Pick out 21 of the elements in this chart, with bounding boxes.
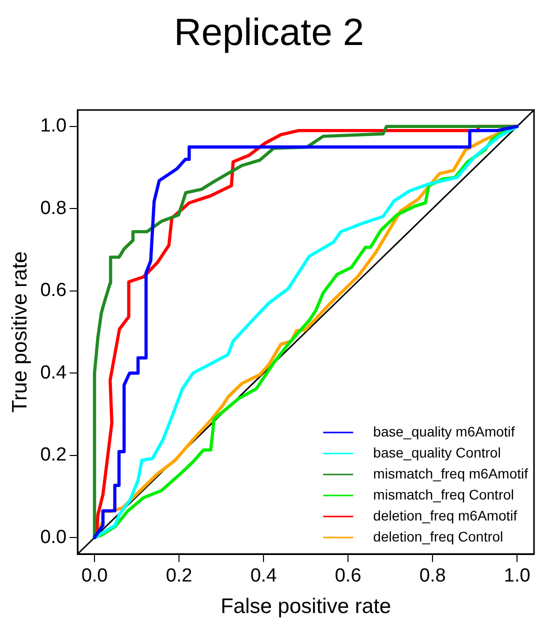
y-tick-label: 1.0 [40, 116, 67, 137]
legend-label: mismatch_freq Control [373, 486, 514, 502]
legend-label: base_quality m6Amotif [373, 423, 515, 440]
x-tick-label: 0.2 [166, 566, 192, 587]
y-tick-label: 0.4 [40, 362, 68, 384]
x-tick-label: 0.6 [334, 566, 362, 587]
y-tick-label: 0.8 [40, 198, 67, 219]
x-tick-label: 0.8 [419, 566, 446, 587]
legend-label: mismatch_freq m6Amotif [373, 465, 528, 482]
x-tick-label: 1.0 [504, 566, 530, 587]
chart-title: Replicate 2 [172, 12, 366, 55]
x-axis-title: False positive rate [220, 595, 392, 618]
legend-label: base_quality Control [373, 444, 501, 460]
y-axis-title: True positive rate [8, 251, 32, 413]
legend-label: deletion_freq Control [373, 528, 504, 544]
y-tick-label: 0.6 [40, 280, 67, 302]
legend-label: deletion_freq m6Amotif [373, 507, 518, 524]
y-tick-label: 0.0 [40, 526, 67, 548]
y-tick-label: 0.2 [40, 444, 67, 466]
x-tick-label: 0.0 [81, 566, 108, 587]
x-tick-label: 0.4 [250, 566, 278, 587]
